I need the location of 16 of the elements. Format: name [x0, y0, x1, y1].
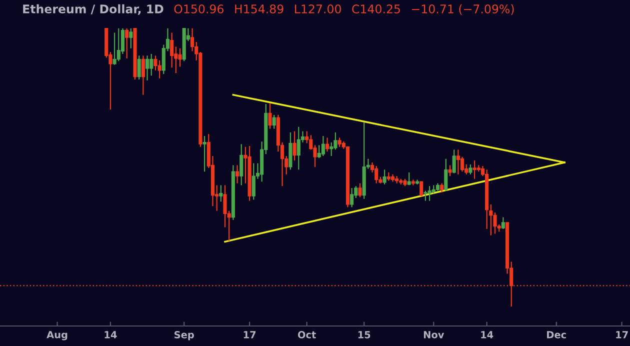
x-tick-label: Dec [547, 331, 566, 338]
x-tick-label: Sep [174, 331, 194, 340]
x-tick-label: 14 [481, 331, 494, 338]
x-tick-label: 17 [616, 331, 628, 338]
text: H154.89 [235, 4, 284, 14]
x-tick-label: Oct [298, 331, 316, 338]
chart-title: Ethereum / Dollar, 1D [23, 4, 164, 15]
text: L127.00 [295, 4, 341, 14]
x-tick-label: 17 [244, 331, 256, 338]
text: C140.25 [352, 4, 400, 14]
x-tick-label: 14 [104, 331, 117, 338]
x-tick-label: Aug [46, 331, 68, 340]
text: −10.71 (−7.09%) [412, 4, 514, 15]
text: O150.96 [174, 4, 224, 14]
x-tick-label: 15 [358, 331, 370, 338]
x-tick-label: Nov [424, 331, 444, 338]
